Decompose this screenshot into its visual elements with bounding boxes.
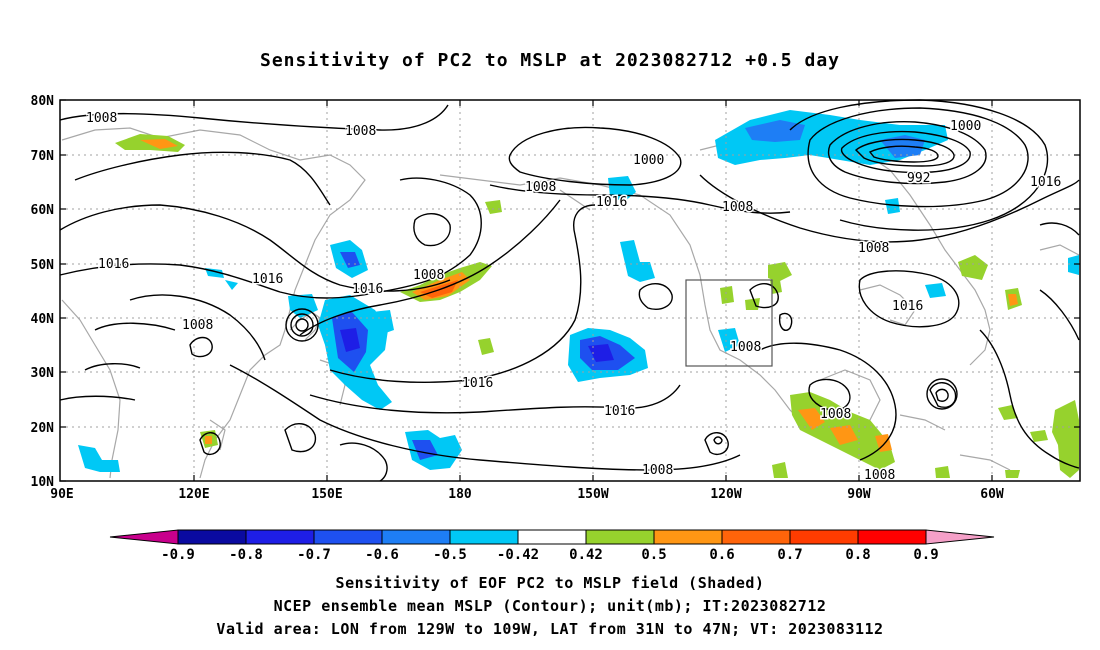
colorbar-tick-label: 0.7: [777, 547, 802, 563]
colorbar-tick-label: 0.5: [641, 547, 666, 563]
colorbar-box: [177, 529, 247, 545]
contour-label: 1000: [633, 153, 664, 168]
colorbar-tick-label: 0.42: [569, 547, 603, 563]
colorbar-tick-label: 0.8: [845, 547, 870, 563]
colorbar-box: [789, 529, 859, 545]
contour-label: 1008: [730, 340, 761, 355]
colorbar-box: [245, 529, 315, 545]
contour-label: 1008: [345, 124, 376, 139]
lon-label: 90E: [50, 487, 73, 502]
lon-label: 60W: [980, 487, 1004, 502]
colorbar-labels: -0.9 -0.8 -0.7 -0.6 -0.5 -0.42 0.42 0.5 0.6 0.7 0.…: [161, 547, 939, 563]
contour-label: 992: [907, 171, 930, 186]
shaded-sensitivity: [78, 110, 1079, 478]
colorbar-tick-label: -0.8: [229, 547, 263, 563]
grid-lines: [60, 100, 1080, 481]
colorbar-tick-label: -0.7: [297, 547, 331, 563]
map-title: Sensitivity of PC2 to MSLP at 2023082712…: [259, 50, 840, 71]
contour-label: 1008: [413, 268, 444, 283]
mslp-contours: [59, 99, 1080, 482]
lon-labels: 90E 120E 150E 180 150W 120W 90W 60W: [50, 487, 1004, 502]
contour-label: 1008: [858, 241, 889, 256]
axis-ticks: [60, 99, 1080, 482]
contour-label: 1016: [462, 376, 493, 391]
caption-contour: NCEP ensemble mean MSLP (Contour); unit(…: [273, 597, 827, 615]
lat-label: 70N: [31, 149, 55, 164]
lon-label: 180: [448, 487, 472, 502]
lat-label: 60N: [31, 203, 55, 218]
contour-label: 1008: [642, 463, 673, 478]
colorbar-box: [313, 529, 383, 545]
caption-shaded: Sensitivity of EOF PC2 to MSLP field (Sh…: [335, 574, 765, 592]
lat-label: 80N: [31, 94, 55, 109]
colorbar-arrow-left: [109, 529, 179, 545]
contour-label: 1016: [352, 282, 383, 297]
lon-label: 120E: [178, 487, 209, 502]
colorbar-box: [517, 529, 587, 545]
lat-labels: 80N 70N 60N 50N 40N 30N 20N 10N: [31, 94, 55, 490]
contour-label: 1008: [722, 200, 753, 215]
lon-label: 150E: [311, 487, 342, 502]
colorbar-tick-label: -0.42: [497, 547, 539, 563]
colorbar-tick-label: -0.6: [365, 547, 399, 563]
contour-label: 1016: [1030, 175, 1061, 190]
colorbar-tick-label: -0.5: [433, 547, 467, 563]
colorbar-box: [585, 529, 655, 545]
lat-label: 30N: [31, 366, 55, 381]
lon-label: 150W: [577, 487, 608, 502]
colorbar-box: [381, 529, 451, 545]
contour-label: 1016: [596, 195, 627, 210]
contour-label: 1008: [820, 407, 851, 422]
contour-label: 1000: [950, 119, 981, 134]
contour-label: 1008: [86, 111, 117, 126]
lat-label: 40N: [31, 312, 55, 327]
map-frame: [59, 99, 1081, 482]
colorbar-box: [449, 529, 519, 545]
contour-label: 1008: [864, 468, 895, 483]
colorbar-box: [721, 529, 791, 545]
colorbar-tick-label: -0.9: [161, 547, 195, 563]
contour-label: 1016: [892, 299, 923, 314]
contour-label: 1008: [182, 318, 213, 333]
colorbar-tick-label: 0.6: [709, 547, 734, 563]
colorbar-tick-label: 0.9: [913, 547, 938, 563]
colorbar-box: [857, 529, 927, 545]
contour-label: 1016: [98, 257, 129, 272]
lon-label: 90W: [847, 487, 871, 502]
lon-label: 120W: [710, 487, 741, 502]
contour-label: 1016: [604, 404, 635, 419]
lat-label: 10N: [31, 475, 55, 490]
colorbar-arrow-right: [925, 529, 995, 545]
contour-label: 1008: [525, 180, 556, 195]
colorbar-box: [653, 529, 723, 545]
lat-label: 20N: [31, 421, 55, 436]
colorbar: [109, 529, 995, 545]
contour-label: 1016: [252, 272, 283, 287]
lat-label: 50N: [31, 258, 55, 273]
valid-area-box: [685, 279, 773, 367]
contour-label-group: 1008 1008 1000 1008 1016 1008 1000 992 1…: [85, 110, 1063, 485]
caption-valid-area: Valid area: LON from 129W to 109W, LAT f…: [216, 620, 884, 638]
